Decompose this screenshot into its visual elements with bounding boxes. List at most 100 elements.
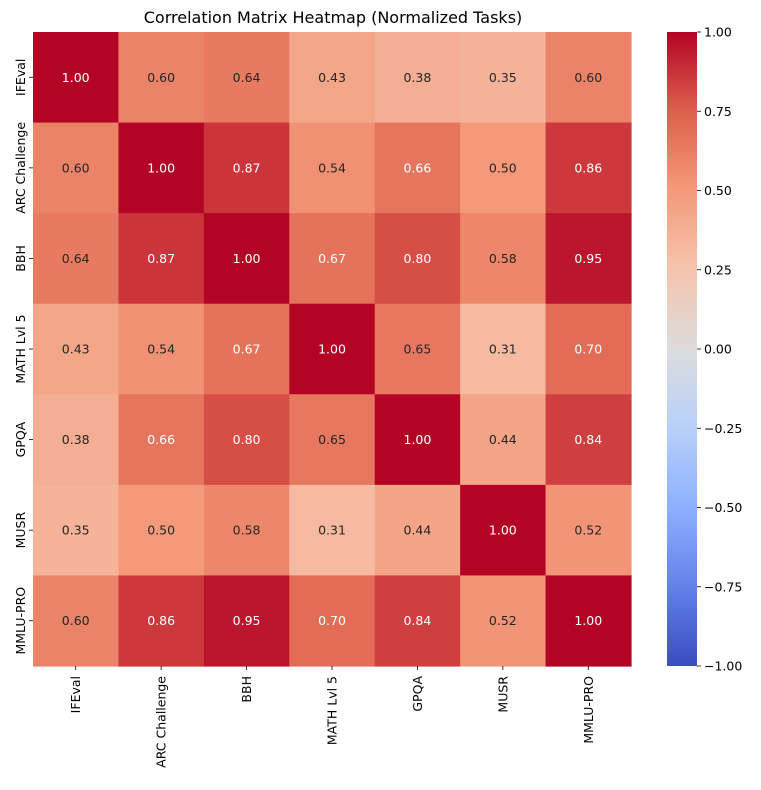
colorbar-tick-label: 0.25 <box>704 262 732 277</box>
cell-value-label: 0.87 <box>233 160 261 175</box>
cell-value-label: 0.54 <box>147 342 175 357</box>
cell-value-label: 0.67 <box>318 251 346 266</box>
cell-value-label: 0.65 <box>404 342 432 357</box>
cell-value-label: 0.35 <box>489 70 517 85</box>
cell-value-label: 1.00 <box>404 432 432 447</box>
heatmap-cells <box>33 32 632 667</box>
heatmap-cell <box>545 394 632 486</box>
heatmap-cell <box>289 32 376 124</box>
x-tick-label: MMLU-PRO <box>581 676 596 744</box>
y-tick-label: MATH Lvl 5 <box>13 314 28 383</box>
heatmap-cell <box>203 575 290 667</box>
heatmap-cell <box>289 213 376 305</box>
x-tick-label: IFEval <box>68 676 83 713</box>
cell-value-label: 0.86 <box>147 613 175 628</box>
cell-value-label: 0.70 <box>574 342 602 357</box>
heatmap-cell <box>289 484 376 577</box>
heatmap-cell <box>545 32 632 124</box>
heatmap-cell <box>460 213 547 305</box>
cell-value-label: 0.80 <box>404 251 432 266</box>
heatmap-cell <box>545 484 632 577</box>
heatmap-cell <box>460 303 547 395</box>
heatmap-cell <box>118 484 205 577</box>
cell-value-label: 1.00 <box>318 342 346 357</box>
heatmap-cell <box>374 394 461 486</box>
heatmap-cell <box>118 213 205 305</box>
colorbar-tick-label: −1.00 <box>704 659 742 674</box>
cell-value-label: 0.66 <box>147 432 175 447</box>
cell-value-label: 0.67 <box>233 342 261 357</box>
y-tick-label: MUSR <box>13 512 28 549</box>
y-tick-label: ARC Challenge <box>13 122 28 214</box>
heatmap-cell <box>460 575 547 667</box>
chart-title: Correlation Matrix Heatmap (Normalized T… <box>144 8 523 27</box>
colorbar-tick-label: −0.25 <box>704 421 742 436</box>
cell-value-label: 0.50 <box>489 160 517 175</box>
heatmap-cell <box>203 394 290 486</box>
cell-value-label: 0.60 <box>574 70 602 85</box>
heatmap-cell <box>374 32 461 124</box>
cell-value-label: 0.64 <box>62 251 90 266</box>
colorbar-tick-label: −0.75 <box>704 579 742 594</box>
heatmap-cell <box>33 394 120 486</box>
colorbar-tick-label: 0.50 <box>704 183 732 198</box>
cell-value-label: 1.00 <box>62 70 90 85</box>
cell-value-label: 0.58 <box>489 251 517 266</box>
heatmap-cell <box>460 32 547 124</box>
heatmap-cell <box>289 394 376 486</box>
cell-value-label: 1.00 <box>147 160 175 175</box>
heatmap-cell <box>460 122 547 214</box>
cell-value-label: 0.43 <box>62 342 90 357</box>
cell-value-label: 0.43 <box>318 70 346 85</box>
heatmap-cell <box>203 484 290 577</box>
colorbar-tick-label: −0.50 <box>704 500 742 515</box>
heatmap-cell <box>33 122 120 214</box>
cell-value-label: 0.58 <box>233 523 261 538</box>
heatmap-cell <box>545 213 632 305</box>
y-tick-label: MMLU-PRO <box>13 587 28 655</box>
colorbar-tick-label: 1.00 <box>704 25 732 40</box>
heatmap-cell <box>374 303 461 395</box>
heatmap-cell <box>33 213 120 305</box>
heatmap-cell <box>545 575 632 667</box>
cell-value-label: 0.84 <box>404 613 432 628</box>
heatmap-cell <box>203 303 290 395</box>
cell-value-label: 0.44 <box>489 432 517 447</box>
cell-value-label: 0.54 <box>318 160 346 175</box>
cell-value-label: 0.70 <box>318 613 346 628</box>
heatmap-cell <box>374 575 461 667</box>
cell-value-label: 0.60 <box>62 160 90 175</box>
cell-value-label: 0.66 <box>404 160 432 175</box>
x-tick-label: BBH <box>239 676 254 703</box>
cell-value-label: 1.00 <box>233 251 261 266</box>
heatmap-cell <box>289 575 376 667</box>
cell-value-label: 0.31 <box>489 342 517 357</box>
heatmap-cell <box>545 303 632 395</box>
heatmap-cell <box>545 122 632 214</box>
heatmap-cell <box>374 213 461 305</box>
heatmap-cell <box>203 122 290 214</box>
cell-value-label: 0.95 <box>233 613 261 628</box>
x-tick-label: ARC Challenge <box>154 676 169 768</box>
cell-value-label: 0.64 <box>233 70 261 85</box>
x-axis: IFEval ARC Challenge BBH MATH Lvl 5 GPQA MUSR… <box>68 666 596 768</box>
heatmap-cell <box>289 122 376 214</box>
heatmap-cell <box>118 122 205 214</box>
colorbar-tick-label: 0.75 <box>704 104 732 119</box>
heatmap-cell <box>118 394 205 486</box>
heatmap-cell <box>118 32 205 124</box>
heatmap-cell <box>289 303 376 395</box>
cell-value-label: 0.95 <box>574 251 602 266</box>
colorbar-gradient <box>667 32 697 666</box>
heatmap-cell <box>33 484 120 577</box>
cell-value-label: 0.52 <box>489 613 517 628</box>
x-tick-label: GPQA <box>410 676 425 712</box>
cell-value-label: 0.44 <box>404 523 432 538</box>
heatmap-cell <box>374 122 461 214</box>
y-tick-label: BBH <box>13 245 28 272</box>
cell-value-label: 0.86 <box>574 160 602 175</box>
heatmap-cell <box>118 303 205 395</box>
cell-value-label: 0.31 <box>318 523 346 538</box>
heatmap-cell <box>203 32 290 124</box>
